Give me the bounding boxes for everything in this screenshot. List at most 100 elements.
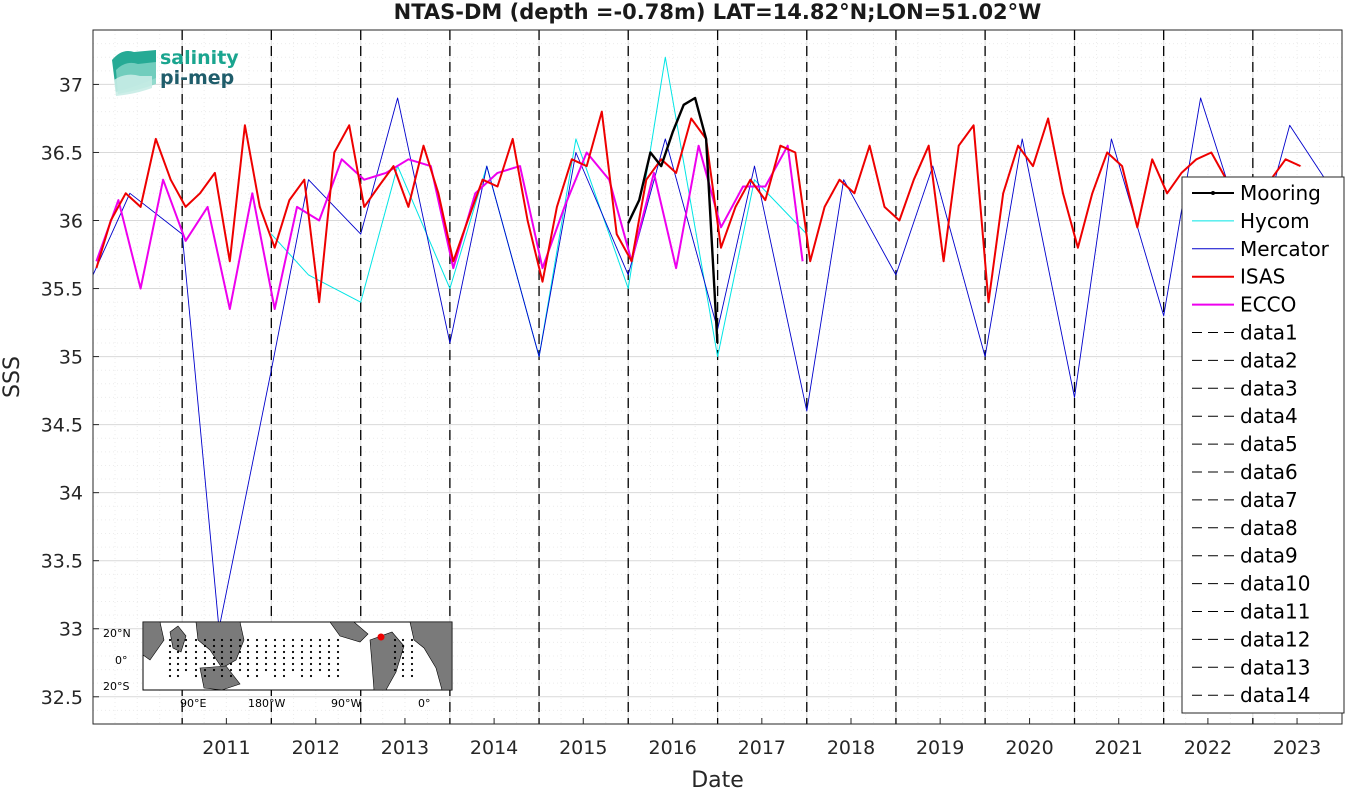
inset-array-dot bbox=[401, 638, 405, 642]
y-tick-label: 34.5 bbox=[41, 415, 83, 437]
inset-array-dot bbox=[176, 650, 180, 654]
inset-array-dot bbox=[246, 638, 250, 642]
y-tick-label: 32.5 bbox=[41, 687, 83, 709]
inset-array-dot bbox=[410, 650, 414, 654]
inset-array-dot bbox=[393, 662, 397, 666]
y-tick-label: 37 bbox=[59, 74, 83, 96]
legend-label-data4: data4 bbox=[1240, 404, 1298, 428]
inset-array-dot bbox=[184, 638, 188, 642]
inset-lon-label-180w: 180°W bbox=[248, 697, 285, 710]
ntas-mooring-location-marker bbox=[377, 633, 385, 641]
inset-array-dot bbox=[238, 644, 242, 648]
chart-title: NTAS-DM (depth =-0.78m) LAT=14.82°N;LON=… bbox=[394, 0, 1042, 24]
inset-array-dot bbox=[203, 644, 207, 648]
legend-label-mercator: Mercator bbox=[1240, 237, 1330, 261]
inset-array-dot bbox=[318, 644, 322, 648]
inset-array-dot bbox=[393, 650, 397, 654]
inset-array-dot bbox=[300, 650, 304, 654]
inset-array-dot bbox=[220, 656, 224, 660]
inset-array-dot bbox=[300, 674, 304, 678]
inset-array-dot bbox=[168, 662, 172, 666]
inset-array-dot bbox=[300, 662, 304, 666]
inset-array-dot bbox=[264, 644, 268, 648]
inset-array-dot bbox=[410, 644, 414, 648]
legend-label-data9: data9 bbox=[1240, 544, 1298, 568]
x-tick-label: 2014 bbox=[470, 737, 518, 759]
inset-array-dot bbox=[282, 668, 286, 672]
year-marker-lines bbox=[181, 30, 1254, 724]
inset-array-dot bbox=[168, 650, 172, 654]
inset-array-dot bbox=[401, 644, 405, 648]
inset-array-dot bbox=[212, 668, 216, 672]
inset-array-dot bbox=[194, 650, 198, 654]
inset-array-dot bbox=[410, 662, 414, 666]
inset-array-dot bbox=[194, 638, 198, 642]
inset-array-dot bbox=[203, 674, 207, 678]
inset-array-dot bbox=[255, 638, 259, 642]
inset-array-dot bbox=[238, 662, 242, 666]
inset-array-dot bbox=[168, 638, 172, 642]
inset-array-dot bbox=[238, 650, 242, 654]
inset-array-dot bbox=[327, 644, 331, 648]
inset-array-dot bbox=[229, 668, 233, 672]
inset-array-dot bbox=[336, 674, 340, 678]
inset-array-dot bbox=[194, 662, 198, 666]
inset-array-dot bbox=[168, 656, 172, 660]
legend-label-data1: data1 bbox=[1240, 321, 1298, 345]
x-tick-label: 2023 bbox=[1273, 737, 1321, 759]
legend-label-data8: data8 bbox=[1240, 516, 1298, 540]
inset-array-dot bbox=[212, 662, 216, 666]
x-tick-label: 2016 bbox=[648, 737, 696, 759]
y-axis: 32.5 33 33.5 34 34.5 35 35.5 36 36.5 37 bbox=[41, 74, 99, 709]
inset-array-dot bbox=[203, 638, 207, 642]
inset-array-dot bbox=[318, 668, 322, 672]
inset-array-dot bbox=[255, 650, 259, 654]
legend-label-data5: data5 bbox=[1240, 432, 1298, 456]
inset-array-dot bbox=[401, 668, 405, 672]
inset-array-dot bbox=[194, 656, 198, 660]
inset-lon-label-90e: 90°E bbox=[180, 697, 206, 710]
series-line-isas bbox=[95, 110, 1301, 304]
inset-array-dot bbox=[410, 668, 414, 672]
x-tick-label: 2013 bbox=[381, 737, 429, 759]
legend-label-data6: data6 bbox=[1240, 460, 1298, 484]
inset-array-dot bbox=[255, 662, 259, 666]
inset-array-dot bbox=[393, 656, 397, 660]
inset-array-dot bbox=[194, 674, 198, 678]
inset-array-dot bbox=[246, 644, 250, 648]
x-tick-label: 2011 bbox=[202, 737, 250, 759]
y-tick-label: 35.5 bbox=[41, 279, 83, 301]
inset-array-dot bbox=[220, 668, 224, 672]
legend-label-data11: data11 bbox=[1240, 600, 1311, 624]
inset-array-dot bbox=[220, 638, 224, 642]
y-axis-label: SSS bbox=[0, 356, 25, 398]
inset-array-dot bbox=[176, 644, 180, 648]
inset-array-dot bbox=[203, 650, 207, 654]
inset-lon-label-90w: 90°W bbox=[331, 697, 361, 710]
inset-array-dot bbox=[300, 644, 304, 648]
inset-array-dot bbox=[318, 638, 322, 642]
inset-array-dot bbox=[393, 644, 397, 648]
inset-array-dot bbox=[309, 644, 313, 648]
inset-array-dot bbox=[229, 638, 233, 642]
inset-array-dot bbox=[220, 650, 224, 654]
inset-array-dot bbox=[246, 674, 250, 678]
legend-label-data12: data12 bbox=[1240, 627, 1311, 651]
y-tick-label: 36 bbox=[59, 211, 83, 233]
inset-array-dot bbox=[273, 650, 277, 654]
legend-label-data3: data3 bbox=[1240, 376, 1298, 400]
inset-lat-label-0: 0° bbox=[115, 654, 128, 667]
x-axis-label: Date bbox=[691, 768, 744, 790]
logo-text-salinity: salinity bbox=[160, 47, 239, 69]
x-tick-label: 2015 bbox=[559, 737, 607, 759]
inset-array-dot bbox=[327, 674, 331, 678]
inset-array-dot bbox=[168, 644, 172, 648]
inset-array-dot bbox=[246, 650, 250, 654]
inset-array-dot bbox=[212, 650, 216, 654]
y-tick-label: 33 bbox=[59, 619, 83, 641]
wave-logo-icon bbox=[112, 50, 156, 96]
inset-array-dot bbox=[168, 674, 172, 678]
inset-array-dot bbox=[184, 668, 188, 672]
legend-label-ecco: ECCO bbox=[1240, 293, 1296, 317]
inset-array-dot bbox=[246, 662, 250, 666]
